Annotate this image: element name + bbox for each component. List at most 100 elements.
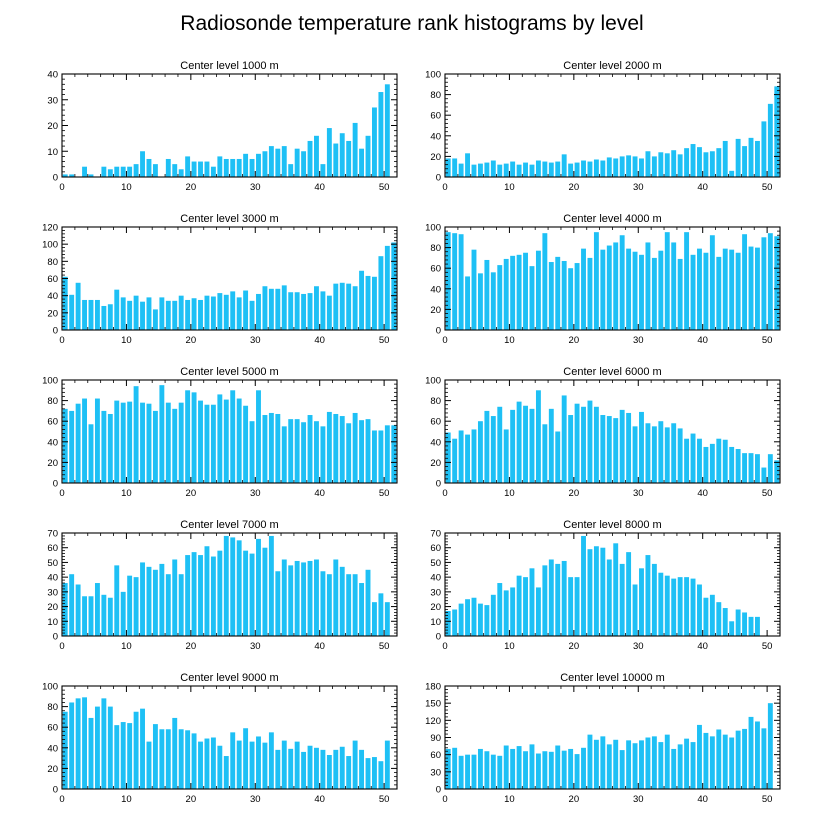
histogram-bar	[217, 394, 223, 483]
chart-panel: Center level 2000 m 0 20 40 60 80 100 0 10 20 30 40…	[425, 60, 781, 193]
histogram-bar	[639, 740, 644, 789]
x-tick-label: 0	[59, 794, 64, 805]
histogram-bar	[275, 749, 281, 789]
histogram-bar	[574, 162, 580, 177]
histogram-bar	[384, 740, 390, 789]
histogram-bar	[146, 741, 152, 789]
histogram-bar	[651, 156, 657, 177]
histogram-bar	[600, 249, 606, 330]
histogram-bar	[658, 152, 664, 177]
histogram-bar	[314, 135, 319, 177]
histogram-bar	[574, 577, 580, 636]
histogram-bar	[339, 566, 345, 636]
histogram-bar	[716, 148, 722, 177]
histogram-bar	[365, 135, 371, 177]
y-tick-label: 60	[430, 417, 441, 428]
histogram-bar	[697, 724, 702, 789]
x-tick-label: 30	[633, 641, 644, 652]
histogram-bar	[159, 729, 165, 789]
histogram-bar	[288, 419, 294, 483]
x-tick-label: 50	[762, 182, 773, 193]
histogram-bar	[339, 133, 345, 177]
histogram-bar	[767, 454, 773, 483]
histogram-bar	[307, 140, 313, 177]
histogram-bar	[69, 410, 75, 483]
histogram-bar	[107, 169, 113, 177]
histogram-bar	[523, 252, 528, 330]
x-tick-label: 0	[59, 488, 64, 499]
y-tick-label: 40	[430, 284, 441, 295]
histogram-bar	[178, 729, 184, 789]
y-tick-label: 40	[47, 743, 58, 754]
histogram-bar	[165, 300, 171, 330]
y-tick-label: 80	[430, 243, 441, 254]
histogram-bar	[69, 574, 75, 636]
histogram-bar	[172, 164, 178, 178]
histogram-bar	[767, 703, 773, 789]
histogram-bar	[204, 546, 210, 636]
y-tick-label: 40	[47, 437, 58, 448]
histogram-bar	[742, 612, 748, 636]
histogram-bar	[645, 555, 651, 636]
histogram-bar	[133, 386, 139, 483]
histogram-bar	[484, 410, 490, 483]
x-tick-label: 50	[379, 641, 390, 652]
histogram-bar	[452, 233, 458, 330]
histogram-bar	[346, 140, 352, 177]
histogram-bar	[140, 708, 145, 789]
histogram-bar	[742, 234, 748, 330]
histogram-bar	[755, 616, 760, 636]
histogram-bar	[471, 249, 477, 330]
histogram-bar	[294, 419, 300, 483]
histogram-bar	[326, 128, 332, 177]
histogram-bar	[568, 577, 574, 636]
histogram-bar	[320, 426, 326, 483]
histogram-bar	[658, 572, 664, 636]
x-tick-label: 10	[504, 488, 515, 499]
histogram-bar	[471, 429, 477, 483]
x-tick-label: 20	[186, 182, 197, 193]
histogram-bar	[529, 408, 535, 483]
histogram-bar	[658, 742, 664, 789]
histogram-bar	[490, 754, 496, 789]
histogram-bar	[664, 232, 670, 330]
histogram-bar	[185, 299, 191, 330]
histogram-bar	[613, 418, 619, 483]
histogram-bar	[639, 411, 644, 483]
histogram-bar	[529, 266, 535, 330]
histogram-bar	[294, 292, 300, 330]
histogram-bar	[761, 728, 767, 789]
histogram-bar	[107, 413, 113, 483]
histogram-bar	[378, 256, 384, 330]
histogram-bar	[632, 426, 638, 483]
histogram-bar	[88, 717, 94, 789]
histogram-bar	[268, 288, 274, 330]
x-tick-label: 50	[379, 182, 390, 193]
histogram-bar	[555, 563, 561, 636]
histogram-bar	[548, 559, 554, 636]
histogram-bar	[62, 276, 68, 330]
histogram-bar	[697, 584, 702, 636]
histogram-bar	[326, 755, 332, 789]
x-tick-label: 40	[314, 488, 325, 499]
histogram-bar	[452, 158, 458, 177]
histogram-bar	[593, 232, 599, 330]
x-tick-label: 20	[569, 641, 580, 652]
histogram-bar	[346, 423, 352, 483]
histogram-bar	[709, 594, 715, 636]
y-tick-label: 60	[47, 417, 58, 428]
y-tick-label: 0	[436, 173, 441, 184]
histogram-bar	[709, 151, 715, 177]
histogram-bar	[748, 453, 754, 483]
y-tick-label: 100	[425, 376, 441, 387]
histogram-bar	[626, 155, 632, 177]
histogram-bar	[619, 563, 625, 636]
y-tick-label: 60	[430, 543, 441, 554]
histogram-bar	[333, 749, 339, 789]
histogram-bar	[172, 300, 178, 330]
histogram-bar	[632, 156, 638, 177]
y-tick-label: 20	[430, 458, 441, 469]
histogram-bar	[301, 422, 307, 483]
y-tick-label: 40	[47, 291, 58, 302]
histogram-bar	[735, 730, 741, 789]
